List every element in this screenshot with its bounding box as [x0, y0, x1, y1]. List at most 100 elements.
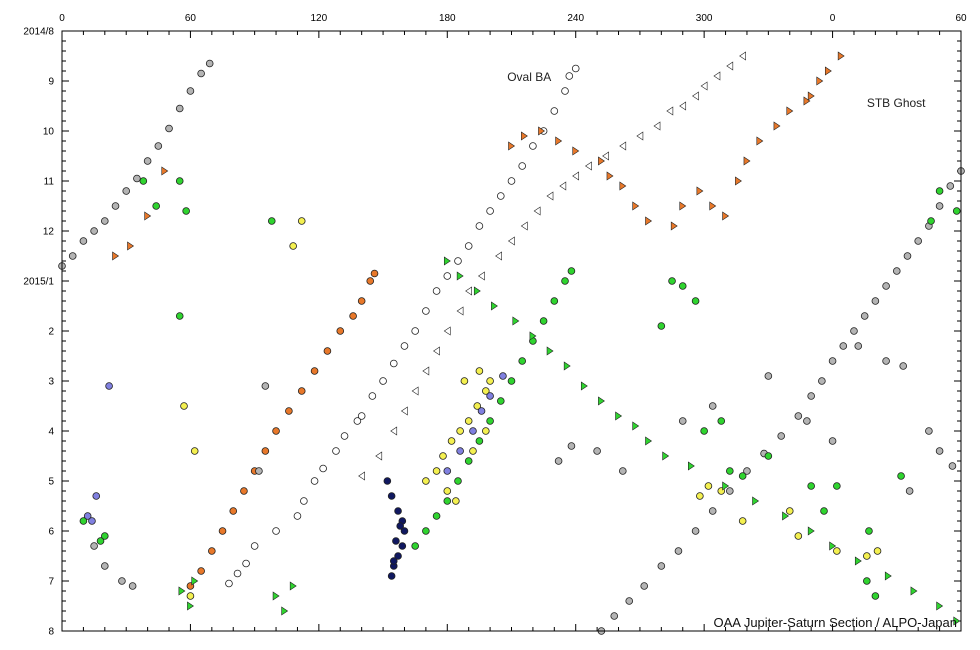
data-point	[606, 171, 614, 181]
data-point	[899, 362, 908, 370]
data-point	[175, 177, 184, 185]
data-point	[735, 176, 742, 186]
data-point	[460, 377, 469, 385]
data-point	[319, 464, 327, 473]
data-point	[411, 386, 419, 396]
data-point	[390, 426, 398, 436]
x-tick-label: 0	[830, 13, 836, 24]
data-point	[722, 211, 730, 221]
data-point	[128, 582, 137, 590]
data-point	[197, 69, 205, 78]
data-point	[370, 269, 379, 278]
data-point	[708, 402, 717, 410]
data-point	[803, 96, 811, 106]
data-point	[738, 472, 747, 480]
data-point	[285, 407, 293, 415]
data-point	[178, 586, 186, 596]
data-point	[738, 517, 747, 525]
data-point	[90, 542, 98, 550]
data-point	[905, 487, 914, 495]
data-point	[833, 547, 841, 555]
data-point	[447, 437, 456, 445]
data-point	[828, 437, 837, 445]
data-point	[892, 267, 901, 275]
data-point	[165, 124, 173, 133]
y-tick-label: 4	[48, 427, 54, 438]
data-point	[704, 482, 713, 490]
data-point	[482, 387, 490, 395]
data-point	[90, 227, 98, 235]
data-point	[186, 87, 195, 95]
data-point	[529, 331, 537, 341]
plot-frame	[61, 30, 962, 632]
data-point	[507, 377, 516, 385]
data-point	[882, 282, 890, 290]
data-point	[696, 492, 704, 500]
data-point	[394, 552, 402, 560]
data-point	[803, 417, 811, 425]
data-point	[349, 312, 357, 320]
series-2	[597, 167, 965, 635]
data-point	[571, 64, 580, 73]
y-tick-label: 10	[43, 127, 55, 138]
data-point	[829, 541, 837, 551]
data-point	[854, 342, 863, 350]
data-point	[678, 417, 687, 425]
data-point	[242, 559, 250, 568]
data-point	[432, 512, 441, 520]
data-point	[850, 327, 858, 335]
data-point	[773, 121, 781, 131]
data-point	[139, 177, 148, 185]
data-point	[927, 217, 935, 225]
data-point	[88, 517, 96, 525]
data-point	[666, 106, 674, 116]
data-point	[756, 136, 764, 146]
data-point	[499, 372, 507, 380]
data-point	[833, 482, 841, 490]
data-point	[679, 101, 687, 111]
data-point	[507, 236, 515, 246]
series-5	[422, 367, 494, 505]
data-point	[105, 382, 113, 390]
data-point	[469, 447, 477, 455]
data-point	[225, 579, 233, 588]
data-point	[953, 616, 961, 626]
data-point	[777, 432, 785, 440]
data-point	[452, 497, 460, 505]
data-point	[935, 202, 944, 210]
data-point	[486, 207, 494, 215]
series-7	[383, 477, 409, 580]
data-point	[495, 251, 502, 261]
x-tick-label: 0	[59, 13, 65, 24]
data-point	[657, 322, 666, 330]
data-point	[190, 447, 199, 455]
data-point	[794, 532, 803, 540]
data-point	[674, 547, 683, 555]
data-point	[79, 237, 88, 245]
data-point	[554, 457, 563, 465]
data-point	[619, 141, 627, 151]
data-point	[112, 251, 120, 261]
data-point	[884, 571, 892, 581]
data-point	[379, 377, 387, 385]
series-1	[225, 64, 580, 588]
data-point	[696, 186, 704, 196]
data-point	[679, 201, 687, 211]
data-point	[475, 437, 484, 445]
data-point	[233, 569, 242, 578]
data-point	[161, 166, 169, 176]
data-point	[475, 222, 484, 230]
data-point	[807, 91, 815, 101]
data-point	[598, 156, 605, 166]
data-point	[368, 392, 377, 400]
series-8	[90, 342, 957, 590]
x-tick-label: 60	[185, 13, 197, 24]
data-point	[332, 447, 340, 455]
data-point	[518, 162, 527, 170]
data-point	[439, 452, 447, 460]
data-point	[619, 181, 627, 191]
data-point	[559, 181, 567, 191]
data-point	[127, 241, 135, 251]
data-point	[422, 527, 430, 535]
data-point	[794, 412, 803, 420]
